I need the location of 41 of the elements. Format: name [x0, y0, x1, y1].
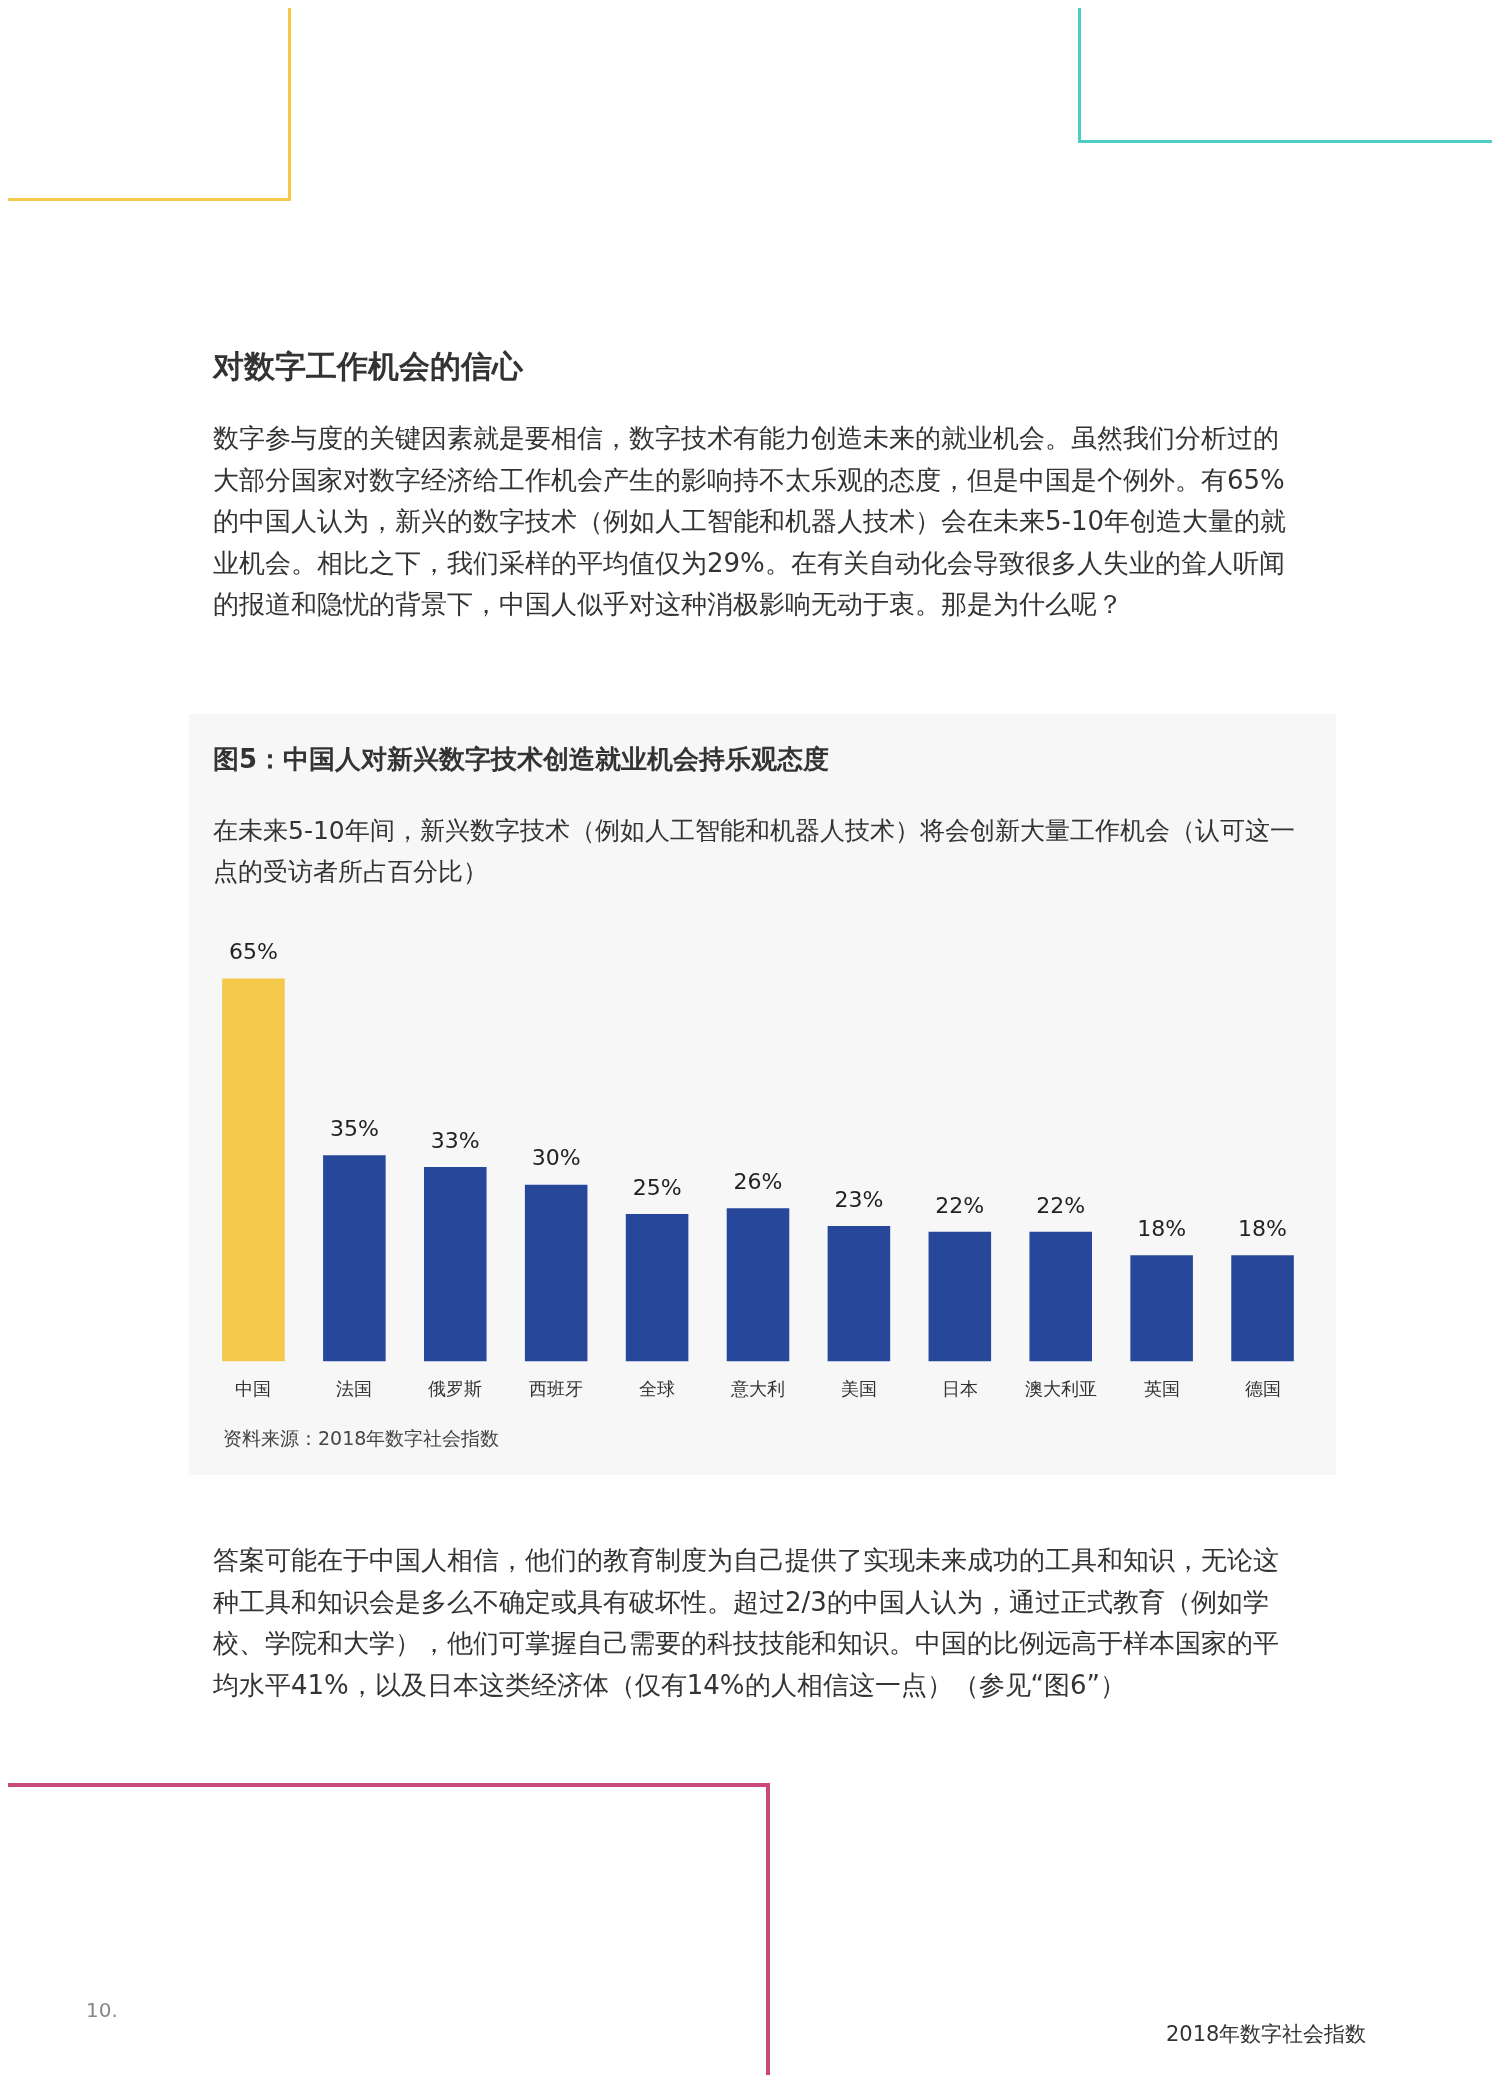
text: 对数字工作机会的信心 — [213, 347, 523, 386]
text: 10. — [86, 1998, 118, 2022]
bar — [1029, 1231, 1093, 1362]
x-tick-label: 全球 — [639, 1377, 676, 1399]
bar — [222, 978, 285, 1362]
x-tick-label: 德国 — [1244, 1377, 1281, 1399]
x-tick-label: 中国 — [235, 1377, 272, 1399]
chart-subtitle: 在未来5-10年间，新兴数字技术（例如人工智能和机器人技术）将会创新大量工作机会（认可这一点的受访者所占百分比） — [213, 815, 1296, 888]
text: 资料来源：2018年数字社会指数 — [223, 1426, 500, 1451]
x-tick-label: 意大利 — [730, 1377, 785, 1399]
text: 2018年数字社会指数 — [1166, 2021, 1367, 2048]
bar — [827, 1225, 891, 1362]
data-label: 22% — [935, 1192, 985, 1218]
x-tick-label: 澳大利亚 — [1024, 1377, 1097, 1399]
data-label: 23% — [834, 1186, 884, 1212]
data-label: 22% — [1036, 1192, 1086, 1218]
data-label: 65% — [229, 939, 278, 965]
x-tick-label: 英国 — [1143, 1377, 1180, 1399]
bar — [1231, 1255, 1294, 1362]
data-label: 35% — [329, 1115, 379, 1141]
data-label: 18% — [1238, 1216, 1287, 1242]
bar — [423, 1166, 487, 1362]
x-tick-label: 日本 — [941, 1377, 978, 1399]
chart-title: 图5：中国人对新兴数字技术创造就业机会持乐观态度 — [213, 743, 830, 776]
bar — [524, 1184, 588, 1362]
bar — [928, 1231, 992, 1362]
x-tick-label: 美国 — [840, 1377, 877, 1399]
bar — [1130, 1255, 1193, 1362]
x-tick-label: 法国 — [336, 1377, 373, 1399]
data-label: 33% — [430, 1127, 480, 1153]
data-label: 18% — [1137, 1216, 1187, 1242]
bar — [726, 1208, 790, 1362]
data-label: 30% — [531, 1145, 581, 1171]
bar — [625, 1214, 689, 1362]
data-label: 25% — [632, 1174, 682, 1200]
data-label: 26% — [733, 1168, 783, 1194]
x-tick-label: 俄罗斯 — [428, 1377, 483, 1399]
bar — [323, 1155, 386, 1362]
text: 答案可能在于中国人相信，他们的教育制度为自己提供了实现未来成功的工具和知识，无论这种工具和知识会是多么不确定或具有破坏性。超过2/3的中国人认为，通过正式教育（例如学校、学院和大学），他们可掌握自己需要的科技技能和知识。中国的比例远高于样本国家的平均水平41%，以及日本这类经济体（仅有14%的人相信这一点）（参见“图6”） — [213, 1544, 1280, 1702]
text: 数字参与度的关键因素就是要相信，数字技术有能力创造未来的就业机会。虽然我们分析过的大部分国家对数字经济给工作机会产生的影响持不太乐观的态度，但是中国是个例外。有65%的中国人认为，新兴的数字技术（例如人工智能和机器人技术）会在未来5-10年创造大量的就业机会。相比之下，我们采样的平均值仅为29%。在有关自动化会导致很多人失业的耸人听闻的报道和隐忧的背景下，中国人似乎对这种消极影响无动于衷。那是为什么呢？ — [213, 422, 1287, 621]
x-tick-label: 西班牙 — [529, 1377, 584, 1399]
